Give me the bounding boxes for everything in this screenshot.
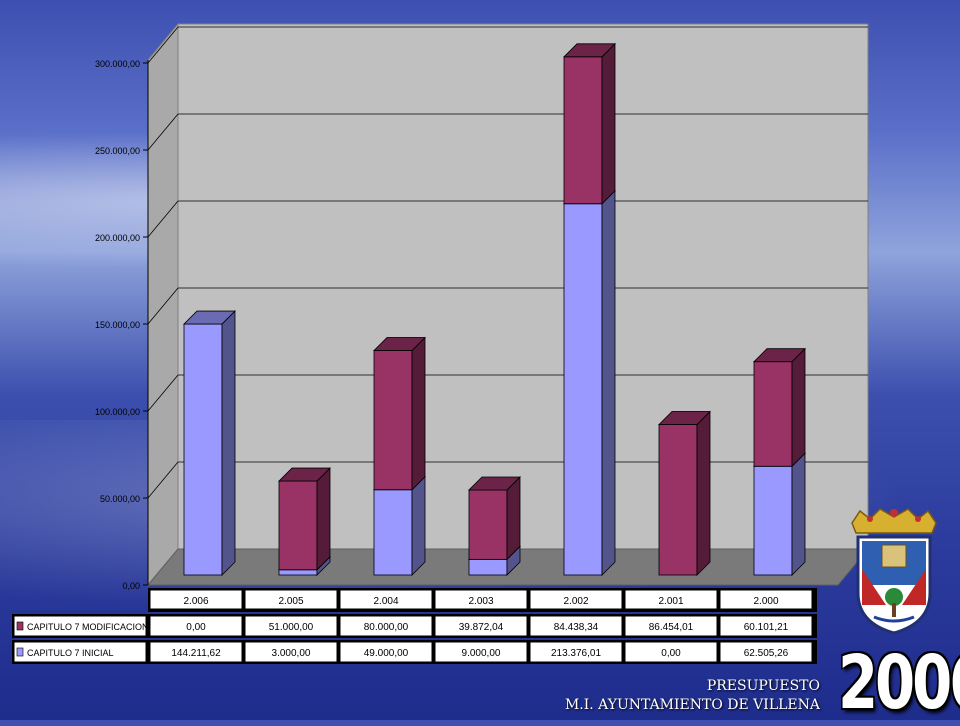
data-label: 60.101,21 — [744, 622, 789, 633]
data-label: 51.000,00 — [269, 622, 314, 633]
bar-inicial-side — [601, 189, 616, 576]
footer-budget-label: PRESUPUESTO — [706, 678, 820, 694]
y-tick-label: 150.000,00 — [95, 320, 140, 330]
legend-cell — [13, 641, 147, 663]
table-header-cell — [719, 589, 813, 610]
bar-inicial — [468, 558, 508, 576]
footer-city-council: M.I. AYUNTAMIENTO DE VILLENA — [564, 697, 820, 713]
category-label: 2.004 — [373, 596, 398, 607]
data-label: 49.000,00 — [364, 648, 409, 659]
table-header-cell — [339, 589, 433, 610]
y-tick-label: 200.000,00 — [95, 233, 140, 243]
bar-inicial — [753, 465, 793, 576]
bar-modificacion — [373, 350, 413, 491]
table-header-cell — [434, 589, 528, 610]
chart-side-wall — [147, 22, 179, 587]
bar-modificacion-side — [791, 347, 806, 468]
y-tick-label: 300.000,00 — [95, 59, 140, 69]
category-label: 2.001 — [658, 596, 683, 607]
data-label: 3.000,00 — [272, 648, 311, 659]
bar-modificacion-top — [373, 337, 426, 351]
bar-modificacion-side — [696, 410, 711, 576]
table-value-cell — [434, 615, 528, 637]
table-value-cell — [149, 641, 243, 663]
year-title: 2006 — [838, 640, 960, 726]
table-header-cell — [529, 589, 623, 610]
bar-modificacion-top — [468, 476, 521, 491]
legend-label: CAPITULO 7 INICIAL — [27, 648, 114, 658]
data-label: 39.872,04 — [459, 622, 504, 633]
table-value-cell — [149, 615, 243, 637]
data-label: 62.505,26 — [744, 648, 789, 659]
legend-label: CAPITULO 7 MODIFICACION — [27, 622, 149, 632]
y-tick-label: 50.000,00 — [100, 494, 140, 504]
table-value-cell — [719, 615, 813, 637]
bar-inicial-top — [183, 310, 236, 325]
bar-inicial — [563, 203, 603, 576]
table-value-cell — [719, 641, 813, 663]
bar-inicial-side — [221, 310, 236, 576]
gridline-side — [147, 287, 179, 325]
table-value-cell — [624, 641, 718, 663]
bar-inicial-side — [791, 452, 806, 576]
table-value-cell — [624, 615, 718, 637]
legend-swatch — [16, 647, 24, 657]
data-label: 80.000,00 — [364, 622, 409, 633]
category-label: 2.000 — [753, 596, 778, 607]
bar-inicial — [373, 489, 413, 576]
bar-inicial — [183, 323, 223, 576]
category-label: 2.002 — [563, 596, 588, 607]
data-label: 213.376,01 — [551, 648, 601, 659]
bar-modificacion-side — [411, 336, 426, 491]
table-value-cell — [434, 641, 528, 663]
data-label: 0,00 — [661, 648, 681, 659]
table-header-cell — [244, 589, 338, 610]
data-label: 86.454,01 — [649, 622, 694, 633]
gridline-side — [147, 113, 179, 151]
data-label: 144.211,62 — [171, 648, 221, 659]
bar-modificacion-top — [563, 43, 616, 58]
table-value-cell — [529, 641, 623, 663]
gridline-side — [147, 26, 179, 64]
bar-modificacion-top — [278, 467, 331, 482]
bar-modificacion — [753, 361, 793, 467]
table-value-cell — [339, 641, 433, 663]
y-tick-label: 250.000,00 — [95, 146, 140, 156]
bar-modificacion-side — [506, 475, 521, 561]
gridline-side — [147, 200, 179, 238]
table-value-cell — [529, 615, 623, 637]
bar-inicial-side — [411, 475, 426, 576]
category-label: 2.003 — [468, 596, 493, 607]
bar-modificacion — [563, 56, 603, 205]
coat-of-arms-icon — [846, 505, 942, 645]
category-label: 2.006 — [183, 596, 208, 607]
gridline-side — [147, 374, 179, 412]
bar-modificacion — [658, 424, 698, 576]
bar-modificacion-top — [753, 348, 806, 363]
data-label: 84.438,34 — [554, 622, 599, 633]
table-header-cell — [149, 589, 243, 610]
y-tick-label: 0,00 — [122, 581, 140, 591]
bar-modificacion — [468, 489, 508, 560]
bar-modificacion-side — [316, 467, 331, 571]
table-header-cell — [624, 589, 718, 610]
bar-modificacion — [278, 480, 318, 571]
table-value-cell — [244, 641, 338, 663]
legend-cell — [13, 615, 147, 637]
table-value-cell — [244, 615, 338, 637]
data-label: 0,00 — [186, 622, 206, 633]
table-value-cell — [339, 615, 433, 637]
legend-swatch — [16, 621, 24, 631]
data-label: 9.000,00 — [462, 648, 501, 659]
bar-inicial — [278, 569, 318, 576]
y-tick-label: 100.000,00 — [95, 407, 140, 417]
gridline-side — [147, 461, 179, 499]
bar-modificacion-top — [658, 411, 711, 425]
category-label: 2.005 — [278, 596, 303, 607]
bar-modificacion-side — [601, 42, 616, 205]
